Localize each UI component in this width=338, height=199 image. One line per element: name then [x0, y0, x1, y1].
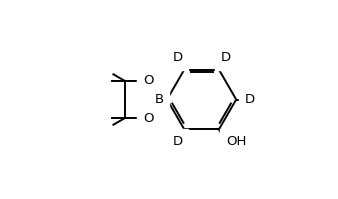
Text: D: D	[172, 135, 183, 148]
Text: OH: OH	[226, 135, 246, 148]
Text: B: B	[154, 93, 164, 106]
Text: O: O	[143, 112, 153, 125]
Text: D: D	[245, 93, 255, 106]
Text: D: D	[172, 51, 183, 64]
Text: D: D	[221, 51, 231, 64]
Text: O: O	[143, 74, 153, 87]
